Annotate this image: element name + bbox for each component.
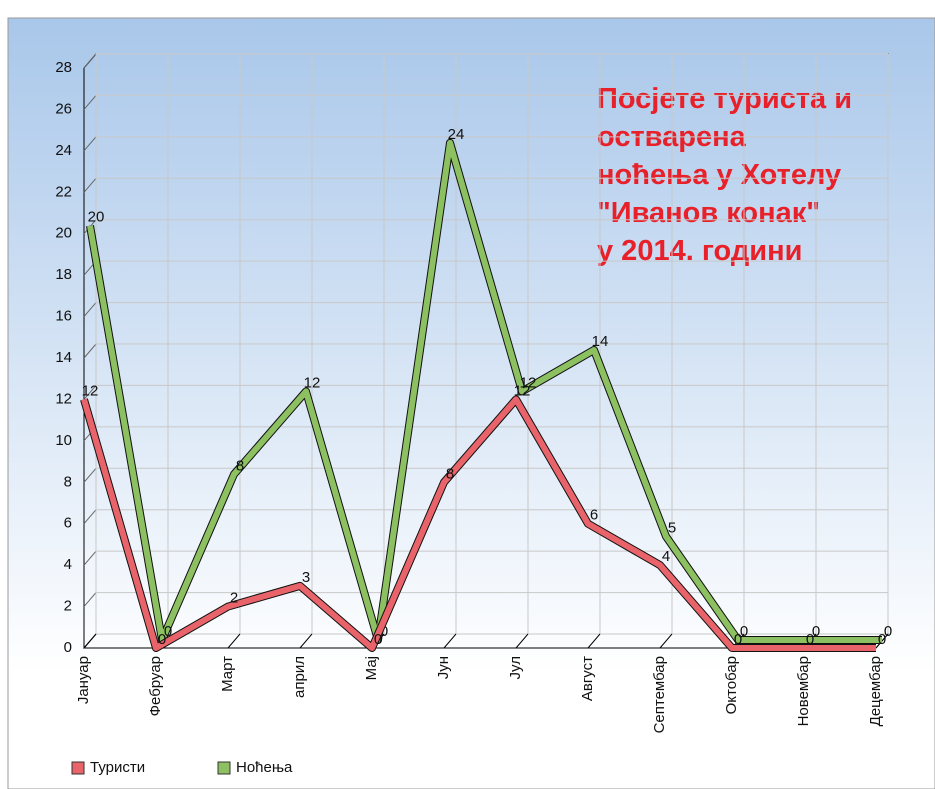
line [87,139,882,643]
x-tick [299,633,313,649]
y-tick-label: 14 [55,349,72,366]
y-tick-label: 28 [55,59,72,76]
grid-depth [83,302,97,317]
x-tick-label: Јул [507,656,524,679]
grid-depth [83,177,97,193]
data-label: 0 [734,631,742,648]
x-tick-label: Мај [363,656,380,680]
data-label: 6 [590,507,598,524]
x-tick [83,633,97,649]
title-line: Посјете туриста и [597,83,852,115]
title-line: ноћења у Хотелу [597,159,841,191]
y-tick-label: 20 [55,225,72,242]
data-label: 0 [374,631,382,648]
y-tick-label: 8 [64,473,72,490]
x-tick [443,633,457,649]
x-tick-label: Децембар [867,656,884,726]
legend-label: Туристи [90,759,145,776]
x-tick [227,633,241,649]
x-tick [515,633,529,649]
data-label: 0 [812,623,820,640]
data-label: 14 [592,333,609,350]
x-tick-label: Јануар [75,656,92,704]
grid-depth [83,592,97,607]
data-label: 8 [236,457,244,474]
x-tick [659,633,673,649]
y-tick-label: 10 [55,432,72,449]
x-tick-label: Септембар [651,656,668,733]
grid-depth [83,53,97,69]
grid-depth [83,509,97,525]
data-label: 0 [164,623,172,640]
x-tick-label: Октобар [723,656,740,714]
x-tick-label: Март [219,656,236,692]
data-label: 12 [82,382,99,399]
title-line: "Иванов конак" [597,197,820,229]
y-tick-label: 4 [64,556,72,573]
grid-depth [83,343,97,359]
x-tick-label: Август [579,656,596,701]
data-label: 3 [302,569,310,586]
y-tick-label: 18 [55,266,72,283]
grid-depth [83,467,97,483]
data-label: 0 [740,623,748,640]
y-tick-label: 12 [55,390,72,407]
data-label: 0 [806,631,814,648]
y-tick-label: 16 [55,308,72,325]
y-tick-label: 24 [55,142,72,159]
legend-swatch [217,761,231,775]
legend-label: Ноћења [236,759,293,776]
y-tick-label: 22 [55,183,72,200]
title-line: у 2014. години [597,235,802,267]
data-label: 0 [380,623,388,640]
line [81,396,876,651]
y-tick-label: 2 [64,598,72,615]
data-label: 8 [446,465,454,482]
data-label: 24 [448,126,465,143]
data-label: 12 [520,374,537,391]
grid-depth [83,385,97,400]
data-label: 20 [88,209,105,226]
y-tick-label: 6 [64,515,72,532]
data-label: 4 [662,548,670,565]
grid-depth [83,550,97,566]
y-tick-label: 0 [64,639,72,656]
data-label: 2 [230,590,238,607]
frame [7,17,935,789]
grid-depth [83,136,97,152]
x-tick [587,633,601,649]
x-tick-label: Новембар [795,656,812,726]
data-label: 12 [514,382,531,399]
data-label: 12 [304,374,321,391]
data-label: 0 [884,623,892,640]
x-tick-label: април [291,656,308,698]
x-tick-label: Фебруар [147,656,164,716]
grid-depth [83,95,97,110]
data-label: 5 [668,519,676,536]
data-label: 0 [158,631,166,648]
y-tick-label: 26 [55,100,72,117]
legend-swatch [71,761,85,775]
data-label: 0 [878,631,886,648]
x-tick-label: Јун [435,656,452,679]
